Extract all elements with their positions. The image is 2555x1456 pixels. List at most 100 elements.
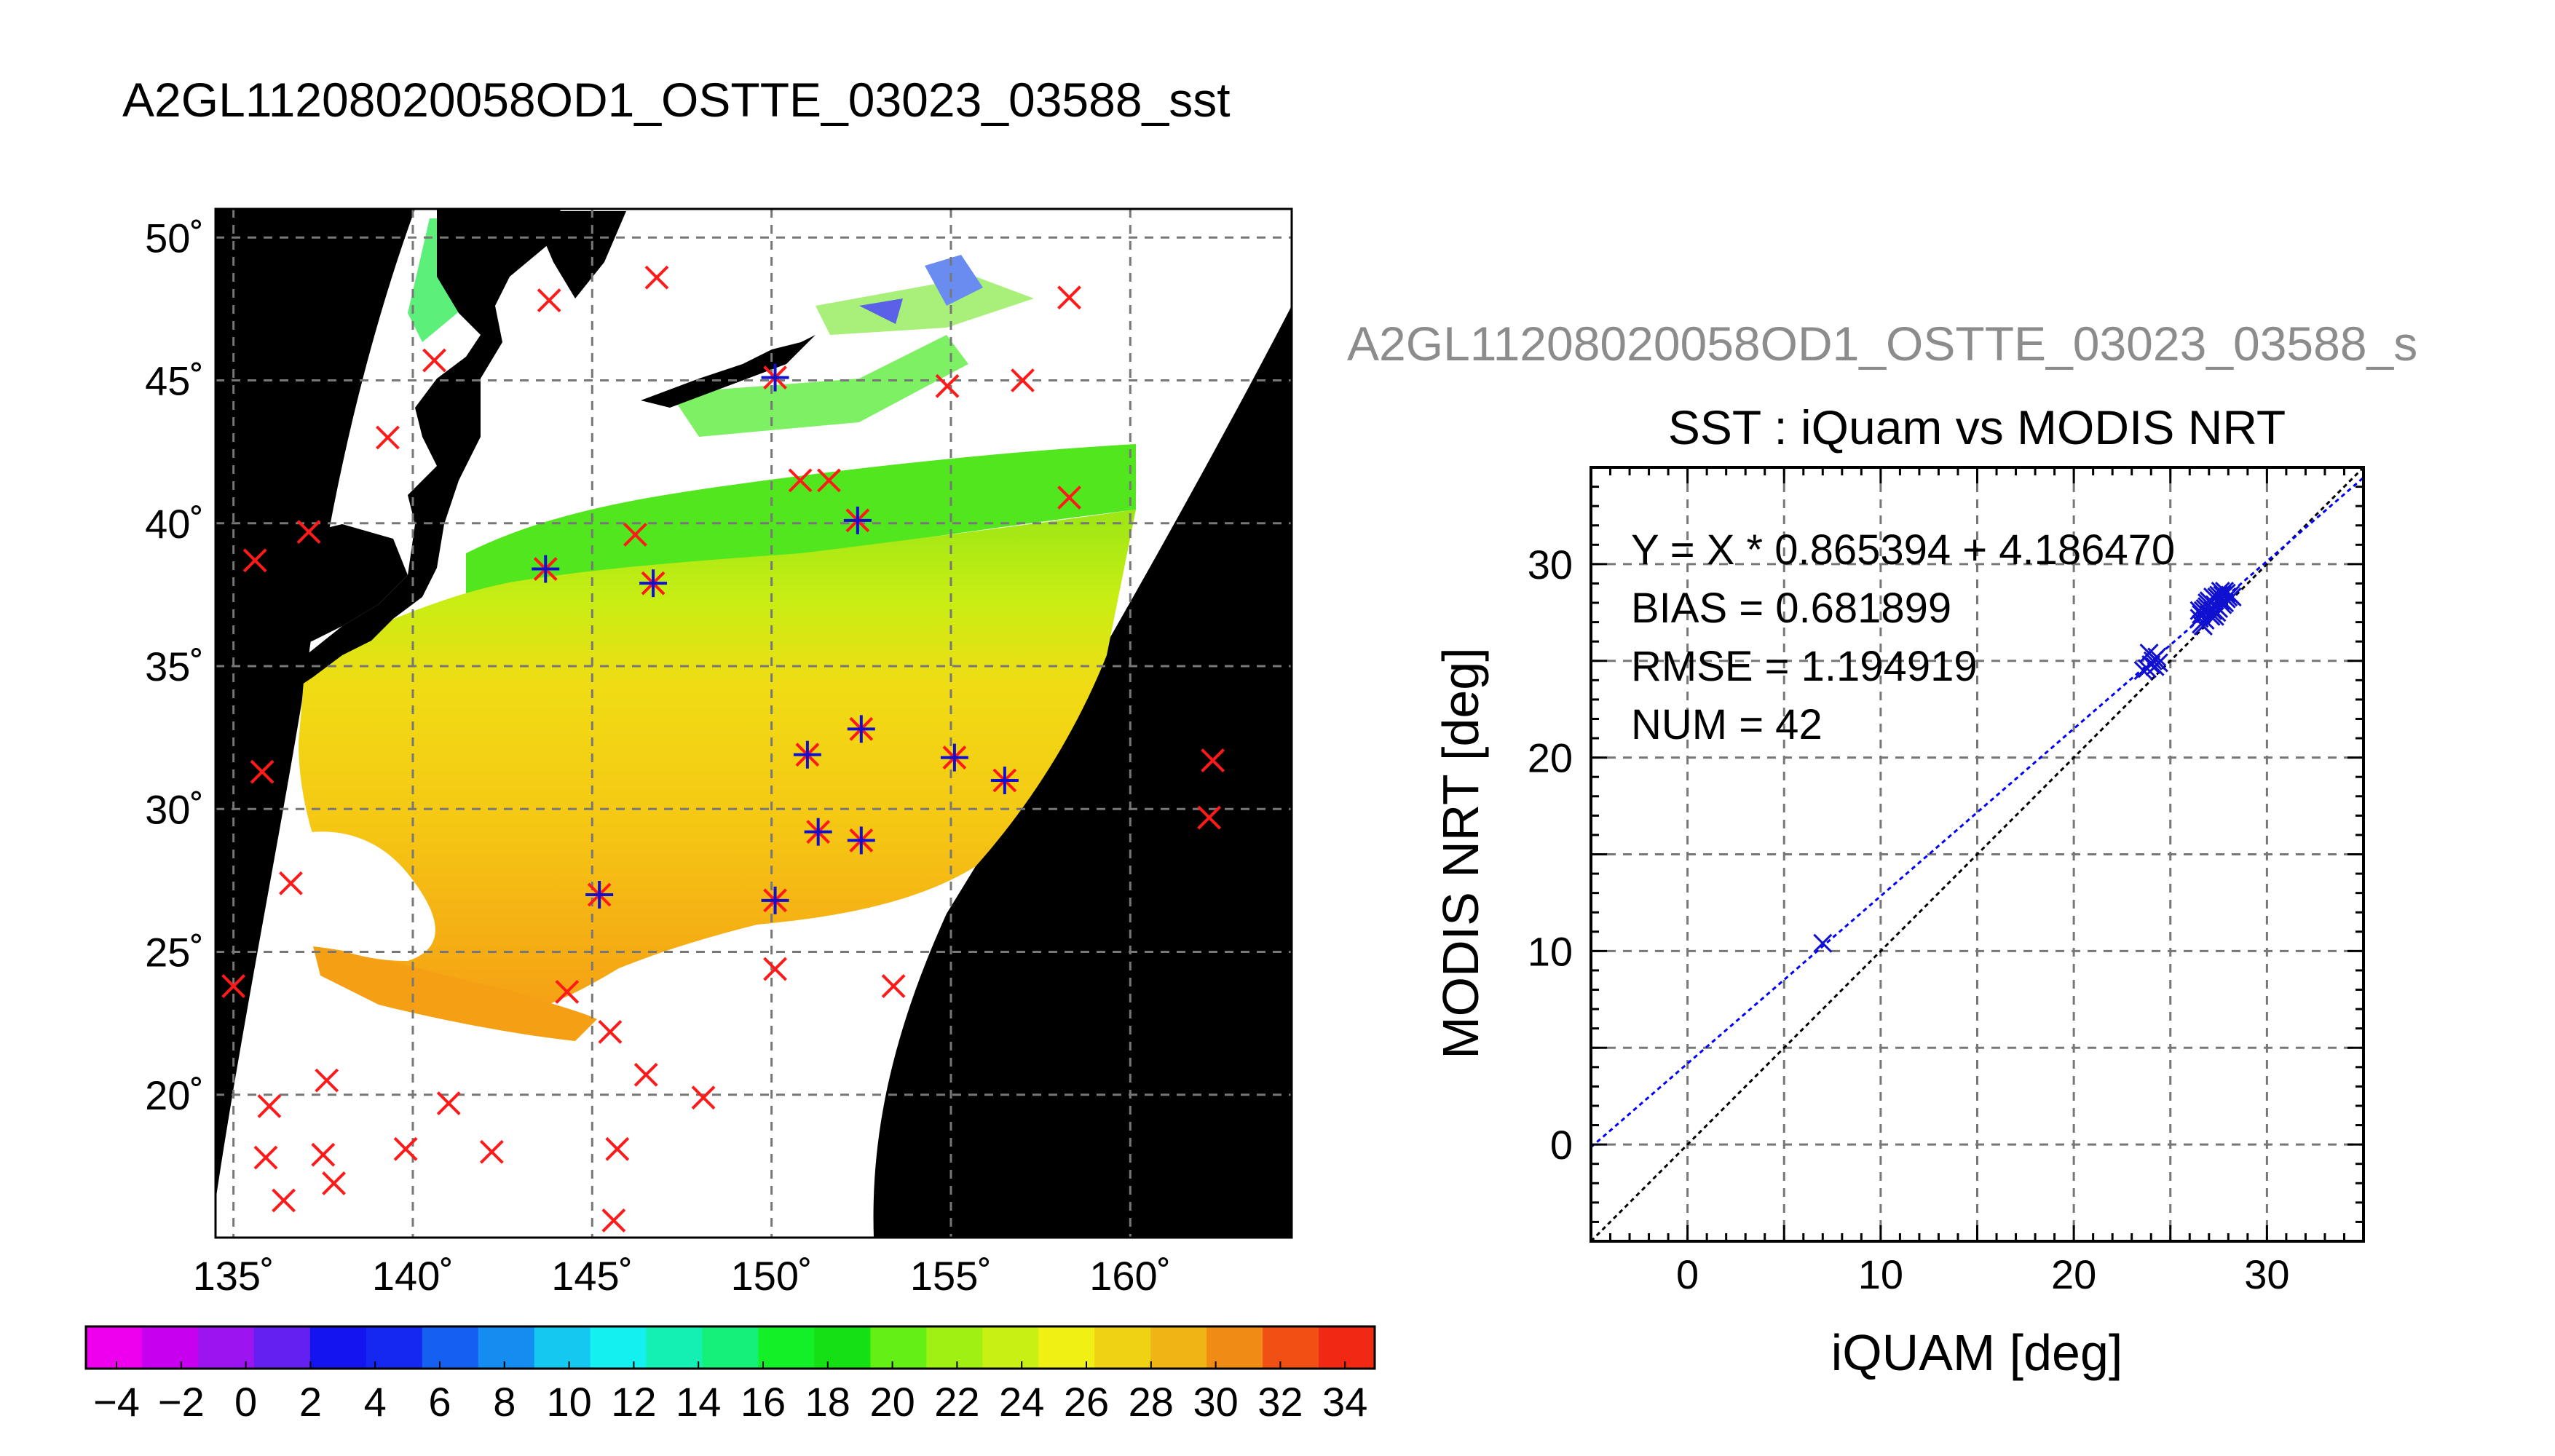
map-lon-tick-label: 135˚ xyxy=(193,1253,275,1299)
map-grid xyxy=(216,209,1292,1238)
scatter-x-ticks: 0 10 20 30 xyxy=(1676,1251,2289,1297)
matchup-marker xyxy=(940,743,968,772)
matchup-marker xyxy=(804,818,832,846)
scatter-point xyxy=(2205,606,2224,626)
buoy-marker xyxy=(763,957,787,981)
matchup-marker xyxy=(639,569,668,598)
scatter-title: SST : iQuam vs MODIS NRT xyxy=(1668,400,2286,454)
map-lat-ticks: 20˚ 25˚ 30˚ 35˚ 40˚ 45˚ 50˚ xyxy=(145,215,204,1118)
map-lat-tick-label: 35˚ xyxy=(145,644,204,689)
scatter-point xyxy=(2141,655,2161,675)
colorbar-swatch xyxy=(86,1326,143,1369)
buoy-marker xyxy=(601,1208,626,1233)
colorbar-swatch xyxy=(982,1326,1039,1369)
buoy-marker xyxy=(257,1094,282,1118)
map-lon-tick-label: 145˚ xyxy=(551,1253,633,1299)
colorbar-swatch xyxy=(646,1326,703,1369)
matchup-marker xyxy=(843,506,872,534)
map-frame xyxy=(214,207,1293,1239)
buoy-marker xyxy=(623,523,647,547)
buoy-marker xyxy=(1201,748,1225,772)
buoy-marker xyxy=(242,548,267,573)
matchup-marker xyxy=(847,826,875,855)
buoy-marker xyxy=(1057,285,1081,310)
scatter-stat-line: Y = X * 0.865394 + 4.186470 xyxy=(1631,526,2175,574)
land-japan xyxy=(291,209,561,692)
buoy-markers xyxy=(221,265,1225,1233)
map-lon-ticks: 135˚ 140˚ 145˚ 150˚ 155˚ 160˚ xyxy=(193,1253,1172,1299)
y-axis-label: MODIS NRT [deg] xyxy=(1432,647,1489,1059)
colorbar-tick-label: 24 xyxy=(999,1379,1044,1425)
x-axis-label: iQUAM [deg] xyxy=(1831,1324,2123,1381)
colorbar-swatch xyxy=(926,1326,983,1369)
colorbar-tick-label: 22 xyxy=(934,1379,979,1425)
scatter-point xyxy=(2214,582,2235,601)
colorbar-swatch xyxy=(197,1326,255,1369)
scatter-y-tick-label: 30 xyxy=(1528,542,1573,587)
scatter-y-tick-label: 0 xyxy=(1550,1122,1573,1168)
colorbar-swatch xyxy=(1150,1326,1207,1369)
buoy-marker xyxy=(633,1062,658,1087)
buoy-marker xyxy=(296,520,321,544)
colorbar-tick-label: 28 xyxy=(1129,1379,1174,1425)
scatter-y-tick-label: 20 xyxy=(1528,735,1573,781)
buoy-marker xyxy=(1197,805,1222,830)
buoy-marker xyxy=(817,468,841,493)
buoy-marker xyxy=(598,1019,623,1044)
main-title: A2GL11208020058OD1_OSTTE_03023_03588_sst xyxy=(122,73,1231,127)
buoy-marker xyxy=(250,759,275,784)
buoy-marker xyxy=(422,348,446,373)
colorbar-tick-label: 26 xyxy=(1064,1379,1109,1425)
scatter-plot: SST : iQuam vs MODIS NRT 0 10 20 30 0 10 20 30… xyxy=(1432,400,2365,1381)
colorbar-tick-label: 14 xyxy=(676,1379,721,1425)
buoy-marker xyxy=(436,1091,461,1115)
buoy-marker xyxy=(881,974,906,999)
colorbar-frame xyxy=(84,1325,1376,1370)
matchup-marker xyxy=(847,715,875,743)
scatter-point xyxy=(2201,606,2221,626)
map-lon-tick-label: 160˚ xyxy=(1089,1253,1171,1299)
colorbar-swatch xyxy=(1094,1326,1151,1369)
scatter-x-tick-label: 10 xyxy=(1858,1251,1903,1297)
map-lon-tick-label: 155˚ xyxy=(910,1253,992,1299)
colorbar-swatch xyxy=(590,1326,647,1369)
matchup-marker xyxy=(532,555,560,583)
colorbar-swatch xyxy=(478,1326,535,1369)
buoy-marker xyxy=(311,1142,336,1167)
sst-orange-lobe xyxy=(313,946,597,1041)
colorbar-tick-label: 16 xyxy=(741,1379,786,1425)
colorbar-tick-label: 8 xyxy=(493,1379,516,1425)
colorbar-tick-label: 18 xyxy=(805,1379,850,1425)
matchup-marker xyxy=(761,886,789,914)
sst-map: 135˚ 140˚ 145˚ 150˚ 155˚ 160˚ 20˚ 25˚ 30˚ 35˚ 40˚… xyxy=(145,207,1293,1299)
scatter-point xyxy=(2203,601,2223,620)
sst-cold-patch xyxy=(859,298,903,324)
buoy-marker xyxy=(253,1145,278,1170)
buoy-marker xyxy=(221,974,246,999)
map-lat-tick-label: 30˚ xyxy=(145,786,204,832)
scatter-x-tick-label: 30 xyxy=(2244,1251,2289,1297)
colorbar-tick-label: 4 xyxy=(364,1379,387,1425)
colorbar-tick-label: 10 xyxy=(546,1379,591,1425)
colorbar-tick-label: 2 xyxy=(299,1379,322,1425)
buoy-marker xyxy=(1057,486,1081,510)
buoy-marker xyxy=(1011,368,1035,392)
buoy-marker xyxy=(315,1068,339,1093)
scatter-point xyxy=(1813,933,1833,953)
colorbar: −4 −2 0 2 4 6 8 10 12 14 16 18 20 22 24 26 28 30 32 34 xyxy=(84,1325,1376,1425)
colorbar-swatch xyxy=(141,1326,199,1369)
scatter-x-tick-label: 20 xyxy=(2051,1251,2096,1297)
land-sakhalin xyxy=(532,211,626,298)
map-lat-tick-label: 45˚ xyxy=(145,358,204,404)
colorbar-tick-label: 12 xyxy=(611,1379,656,1425)
colorbar-tick-label: 6 xyxy=(428,1379,451,1425)
scatter-point xyxy=(2149,653,2168,673)
sst-cold-patch xyxy=(925,255,983,306)
colorbar-swatch xyxy=(870,1326,927,1369)
buoy-marker xyxy=(272,1188,296,1213)
matchup-marker xyxy=(585,881,614,909)
colorbar-swatch xyxy=(534,1326,591,1369)
colorbar-tick-label: 0 xyxy=(234,1379,257,1425)
colorbar-swatch xyxy=(814,1326,871,1369)
